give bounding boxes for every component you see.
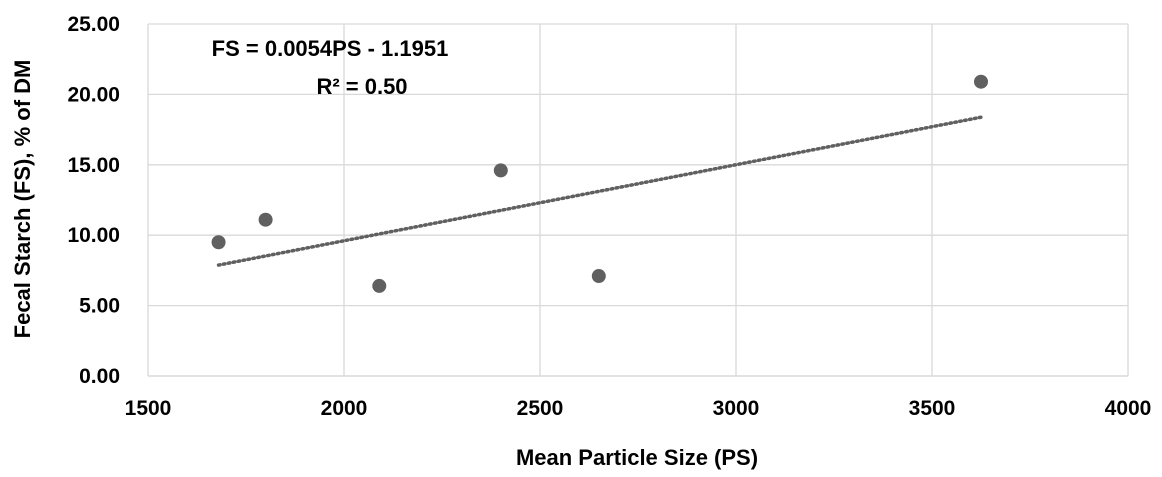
- grid-lines: [147, 23, 1129, 376]
- trendline-group: [216, 115, 983, 267]
- data-point: [211, 235, 226, 250]
- r-squared-label: R² = 0.50: [316, 74, 407, 99]
- x-tick-label: 2000: [321, 397, 368, 420]
- x-tick-label: 3500: [909, 397, 956, 420]
- data-point: [591, 269, 606, 284]
- x-tick-label: 2500: [517, 397, 564, 420]
- y-tick-label: 0.00: [79, 365, 120, 388]
- y-tick-label: 25.00: [67, 13, 120, 36]
- x-tick-label: 1500: [125, 397, 172, 420]
- trendline-equation: FS = 0.0054PS - 1.1951: [212, 36, 449, 61]
- x-tick-label: 4000: [1105, 397, 1152, 420]
- y-axis-title: Fecal Starch (FS), % of DM: [10, 60, 35, 339]
- tick-labels: 1500 2000 2500 3000 3500 4000 0.00 5.00 10.00 15.…: [67, 13, 1151, 420]
- y-tick-label: 15.00: [67, 154, 120, 177]
- data-point: [974, 74, 988, 89]
- y-tick-label: 5.00: [79, 295, 120, 318]
- data-point: [493, 163, 508, 178]
- data-points: [211, 74, 988, 293]
- x-tick-label: 3000: [713, 397, 760, 420]
- data-point: [372, 278, 387, 293]
- x-axis-title: Mean Particle Size (PS): [516, 445, 758, 470]
- y-tick-label: 10.00: [67, 224, 120, 247]
- data-point: [258, 212, 273, 227]
- y-tick-label: 20.00: [67, 83, 120, 106]
- trendline: [216, 115, 983, 267]
